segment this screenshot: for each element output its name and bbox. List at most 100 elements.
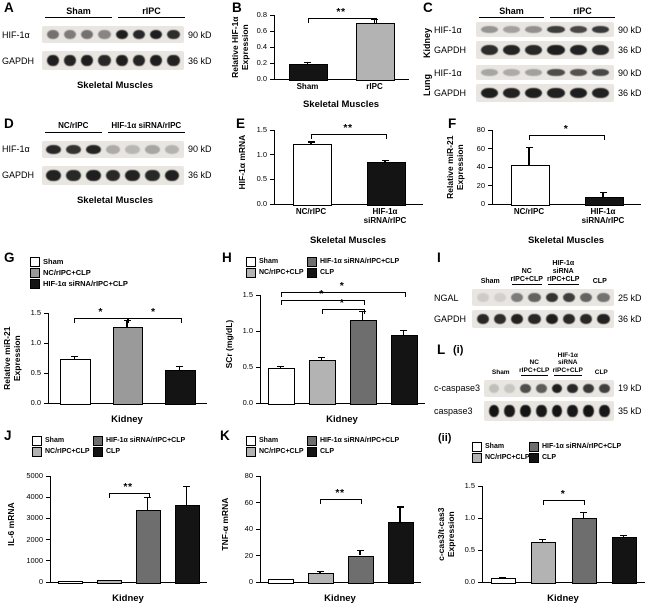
error-bar (361, 310, 364, 321)
bar (366, 162, 406, 206)
lane-group-label: HIF-1α siRNA/rIPC (105, 121, 188, 133)
legend-swatch (246, 447, 256, 457)
y-tick-label: 0.6 (256, 26, 267, 35)
y-tick (256, 555, 260, 557)
y-tick (478, 581, 482, 583)
error-bar-cap (371, 19, 378, 21)
error-bar-cap (620, 534, 628, 536)
bar (531, 542, 557, 584)
blot-row: HIF-1α 90 kD (2, 26, 228, 44)
legend-item: CLP (307, 268, 425, 278)
blot-band (547, 88, 565, 99)
error-bar (359, 550, 361, 556)
molecular-weight-label: 36 kD (188, 55, 212, 66)
blot-band (535, 383, 547, 393)
lane-group-label: HIF-1α siRNA rIPC+CLP (551, 352, 585, 376)
protein-label: GAPDH (434, 45, 467, 56)
error-bar (146, 497, 149, 510)
panel-letter-F: F (448, 116, 457, 131)
blot-band (164, 169, 180, 181)
significance-label: ** (335, 487, 345, 500)
panel-letter-D: D (4, 116, 14, 131)
blot-band (46, 144, 62, 154)
y-tick (256, 294, 260, 296)
lane-group-header: Sham NC rIPC+CLP HIF-1α siRNA rIPC+CLP CLP (472, 260, 618, 285)
legend-swatch (307, 257, 317, 267)
tissue-label: Kidney (422, 27, 432, 58)
y-tick-label: 1.5 (30, 308, 41, 317)
significance-bracket (321, 309, 365, 315)
bar (510, 165, 550, 206)
blot-band (528, 293, 541, 303)
lane-group-label: NC/rIPC (42, 121, 105, 133)
error-bar (623, 534, 625, 538)
error-bar-cap (316, 570, 324, 572)
lane-group-label: NC rIPC+CLP (518, 359, 552, 376)
blot-row: HIF-1α 90 kD (434, 65, 654, 81)
molecular-weight-label: 25 kD (618, 292, 642, 303)
panel-letter-B: B (232, 0, 242, 15)
blot-band (511, 314, 524, 325)
legend-swatch (529, 442, 539, 452)
lane-group-header: Sham rIPC (476, 6, 618, 18)
blot-band (105, 144, 121, 154)
y-axis-label: HIF-1α mRNA (236, 134, 247, 190)
error-bar-cap (498, 576, 506, 579)
legend-item: HIF-1α siRNA/rIPC+CLP (307, 257, 425, 267)
bar-chart-B: 0.0 0.2 0.4 0.6 0.8 Sham rIPC ** Relative HIF-1α… (230, 2, 416, 114)
y-tick-label: 80 (476, 125, 485, 134)
x-axis-label: Skeletal Muscles (302, 99, 380, 110)
blot-section: NGAL 25 kD GAPDH 36 kD (434, 289, 654, 332)
significance-label: * (339, 297, 345, 310)
legend-label: Sham (485, 442, 505, 450)
significance-bracket (280, 291, 406, 297)
error-bar (185, 485, 188, 505)
lane-group-label: rIPC (115, 6, 188, 18)
legend-swatch (32, 436, 42, 446)
blot-band (98, 30, 111, 40)
error-bar-cap (70, 355, 78, 357)
blot-strip (42, 51, 184, 71)
bar (490, 577, 516, 584)
panel-letter-G: G (4, 250, 15, 265)
protein-label: HIF-1α (434, 24, 462, 35)
error-bar-cap (599, 191, 607, 194)
significance-bracket (529, 135, 605, 141)
panel-letter-C: C (423, 0, 433, 15)
protein-label: GAPDH (2, 170, 35, 181)
legend-swatch (472, 442, 482, 452)
significance-bracket (108, 492, 150, 498)
y-tick (44, 312, 48, 314)
blot-band (46, 30, 59, 40)
legend-item: NC/rIPC+CLP (472, 453, 530, 463)
error-bar (126, 319, 128, 327)
y-tick-label: 60 (244, 497, 253, 507)
legend: Sham HIF-1α siRNA/rIPC+CLP NC/rIPC+CLP CLP (246, 436, 425, 457)
x-category-label: NC/rIPC (513, 207, 545, 216)
y-tick-label: 0.0 (242, 398, 253, 407)
x-category-label: NC/rIPC (295, 207, 327, 216)
error-bar (402, 330, 405, 335)
legend-label: Sham (45, 436, 65, 444)
y-tick (488, 185, 492, 187)
bar-chart-G: 0.0 0.5 1.0 1.5 * * Relative miR-21 Expression… (2, 253, 214, 429)
y-tick-label: 0.5 (256, 174, 267, 184)
blot-strip (476, 22, 614, 38)
blot-band (164, 144, 180, 154)
legend-label: NC/rIPC+CLP (259, 447, 304, 455)
significance-label: * (563, 123, 569, 136)
significance-bracket (127, 318, 182, 324)
y-tick-label: 1.0 (242, 326, 253, 335)
error-bar-cap (525, 146, 533, 148)
y-axis-label: Relative HIF-1α Expression (229, 16, 250, 78)
legend-swatch (307, 436, 317, 446)
blot-band (598, 404, 610, 417)
y-tick-label: 3000 (26, 513, 43, 523)
bar (309, 359, 336, 405)
y-tick (270, 14, 274, 16)
blot-section: HIF-1α 90 kD GAPDH 36 kD (2, 26, 228, 78)
plot-area (492, 130, 641, 205)
panel-letter-K: K (220, 428, 230, 443)
blot-band (63, 30, 76, 40)
